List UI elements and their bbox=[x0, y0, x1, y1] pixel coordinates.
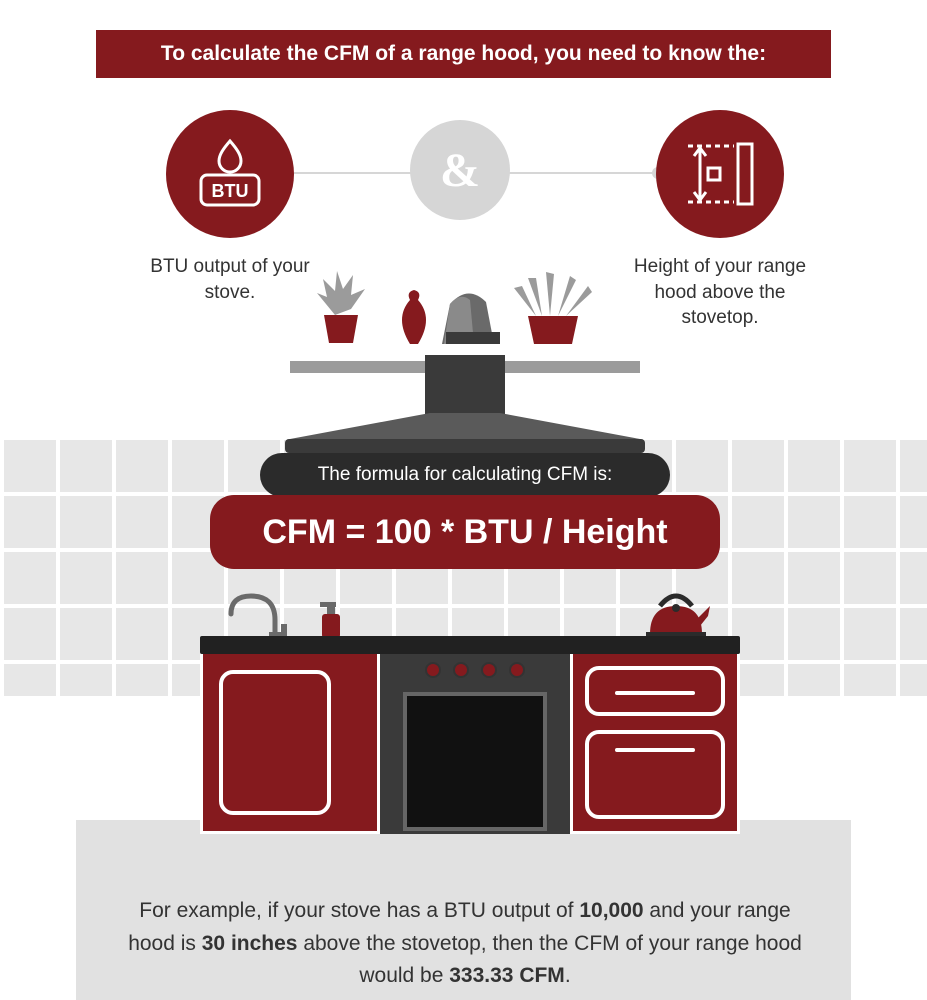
formula-equation-pill: CFM = 100 * BTU / Height bbox=[210, 495, 720, 569]
kitchen-counter bbox=[200, 636, 740, 834]
bag-icon bbox=[442, 293, 500, 344]
hood-flare bbox=[290, 413, 640, 439]
cabinet-right-drawer-top bbox=[585, 666, 725, 716]
input-right-group: Height of your range hood above the stov… bbox=[620, 110, 820, 331]
height-icon-circle bbox=[656, 110, 784, 238]
kettle-icon bbox=[640, 590, 712, 640]
height-icon bbox=[678, 132, 762, 216]
shelf-items bbox=[290, 260, 640, 356]
formula-intro-text: The formula for calculating CFM is: bbox=[318, 464, 613, 486]
ampersand-icon: & bbox=[440, 143, 480, 198]
soap-dispenser-icon bbox=[318, 598, 344, 640]
header-bar: To calculate the CFM of a range hood, yo… bbox=[96, 30, 831, 78]
drawer-handle bbox=[615, 691, 694, 695]
faucet-icon bbox=[225, 590, 295, 640]
spiky-plant-icon bbox=[514, 272, 592, 344]
example-prefix: For example, if your stove has a BTU out… bbox=[139, 899, 579, 922]
cabinet-left-door bbox=[219, 670, 331, 815]
stove-knob bbox=[425, 662, 441, 678]
vase-icon bbox=[402, 290, 426, 344]
stove-knob bbox=[453, 662, 469, 678]
cabinet-left bbox=[200, 654, 380, 834]
formula-intro-pill: The formula for calculating CFM is: bbox=[260, 453, 670, 497]
stove-knob bbox=[509, 662, 525, 678]
drawer-handle bbox=[615, 748, 694, 752]
example-cfm-value: 333.33 CFM bbox=[449, 964, 565, 987]
example-height-value: 30 inches bbox=[202, 932, 298, 955]
range-hood bbox=[290, 355, 640, 453]
example-btu-value: 10,000 bbox=[579, 899, 643, 922]
infographic-root: To calculate the CFM of a range hood, yo… bbox=[0, 0, 927, 1000]
formula-equation-text: CFM = 100 * BTU / Height bbox=[262, 513, 667, 552]
stove-unit bbox=[380, 654, 570, 834]
stove-knob-row bbox=[383, 654, 567, 678]
example-paragraph: For example, if your stove has a BTU out… bbox=[120, 895, 810, 993]
succulent-plant-icon bbox=[317, 271, 365, 343]
stove-knob bbox=[481, 662, 497, 678]
hood-neck bbox=[425, 355, 505, 415]
btu-icon: BTU bbox=[191, 135, 269, 213]
btu-icon-circle: BTU bbox=[166, 110, 294, 238]
cabinet-right-drawer-bottom bbox=[585, 730, 725, 819]
cabinet-right bbox=[570, 654, 740, 834]
btu-icon-label: BTU bbox=[212, 181, 249, 201]
example-suffix: . bbox=[565, 964, 571, 987]
hood-lip bbox=[285, 439, 645, 453]
header-title: To calculate the CFM of a range hood, yo… bbox=[161, 42, 766, 66]
countertop bbox=[200, 636, 740, 654]
input-right-caption: Height of your range hood above the stov… bbox=[620, 254, 820, 331]
cabinet-row bbox=[200, 654, 740, 834]
oven-window bbox=[403, 692, 547, 831]
ampersand-circle: & bbox=[410, 120, 510, 220]
